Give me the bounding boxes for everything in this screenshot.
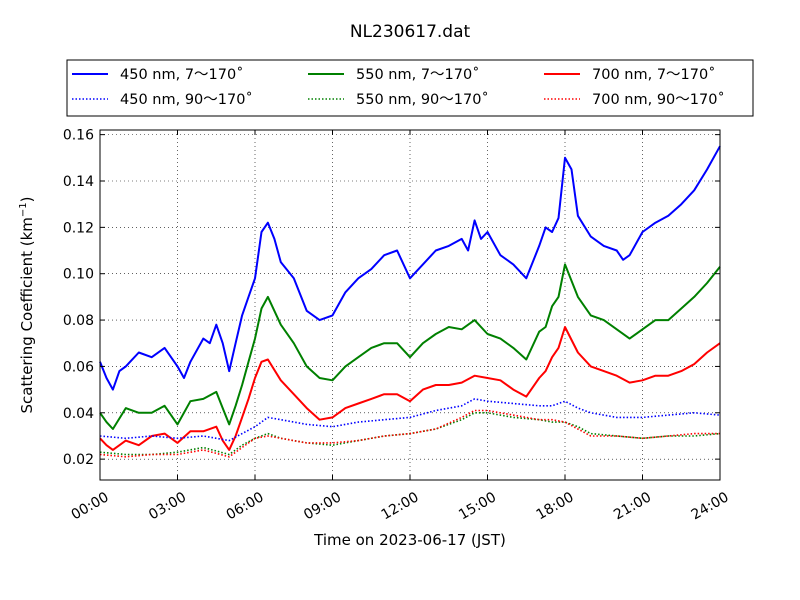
legend-frame [66,59,754,117]
x-axis-label: Time on 2023-06-17 (JST) [313,531,506,549]
y-axis-label-main: Scattering Coefficient (km [18,217,36,413]
y-tick-label: 0.06 [63,359,94,375]
series-line-5 [99,409,720,458]
series-line-3 [99,411,721,456]
y-tick-label: 0.04 [63,406,94,422]
y-tick-label: 0.08 [63,313,94,329]
legend: 450 nm, 7～170˚ 450 nm, 90～170˚ 550 nm, 7～1… [66,59,754,117]
legend-label-1: 450 nm, 90～170˚ [120,91,253,108]
legend-label-0: 450 nm, 7～170˚ [120,66,243,83]
y-axis-label-close: ) [18,196,36,202]
y-tick-label: 0.14 [63,174,94,190]
legend-label-4: 700 nm, 7～170˚ [592,66,715,83]
series-line-4 [99,326,721,451]
plot-area: 00:00 03:00 06:00 09:00 12:00 15:00 18:00 21:00… [63,128,732,524]
grid [100,130,720,480]
series-line-2 [99,263,721,430]
legend-label-2: 550 nm, 7～170˚ [356,66,479,83]
series-layer [99,145,721,458]
legend-label-3: 550 nm, 90～170˚ [356,91,489,108]
y-tick-label: 0.10 [63,267,94,283]
y-tick-label: 0.02 [63,452,94,468]
legend-label-5: 700 nm, 90～170˚ [592,91,725,108]
y-tick-label: 0.12 [63,220,94,236]
plot-background [100,130,720,480]
series-line-0 [99,145,721,391]
chart-title: NL230617.dat [350,22,471,42]
y-axis-label-exponent: −1 [18,202,29,217]
y-axis-label: Scattering Coefficient (km−1) [18,196,36,413]
y-tick-label: 0.16 [63,128,94,144]
legend-items: 450 nm, 7～170˚ 450 nm, 90～170˚ 550 nm, 7～1… [72,66,725,108]
